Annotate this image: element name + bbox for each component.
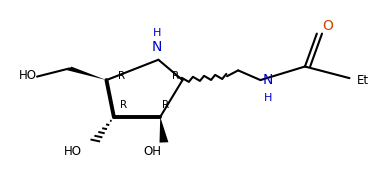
- Text: N: N: [152, 40, 163, 54]
- Text: H: H: [264, 92, 272, 103]
- Text: OH: OH: [144, 145, 162, 158]
- Text: Et: Et: [357, 74, 369, 87]
- Text: R: R: [118, 71, 125, 81]
- Polygon shape: [160, 117, 168, 143]
- Text: H: H: [153, 28, 162, 38]
- Text: HO: HO: [19, 69, 37, 82]
- Polygon shape: [67, 67, 106, 80]
- Text: O: O: [322, 19, 333, 33]
- Text: N: N: [263, 73, 273, 87]
- Text: R: R: [172, 71, 179, 81]
- Text: R: R: [120, 100, 127, 110]
- Text: HO: HO: [64, 145, 82, 158]
- Text: R: R: [162, 100, 169, 110]
